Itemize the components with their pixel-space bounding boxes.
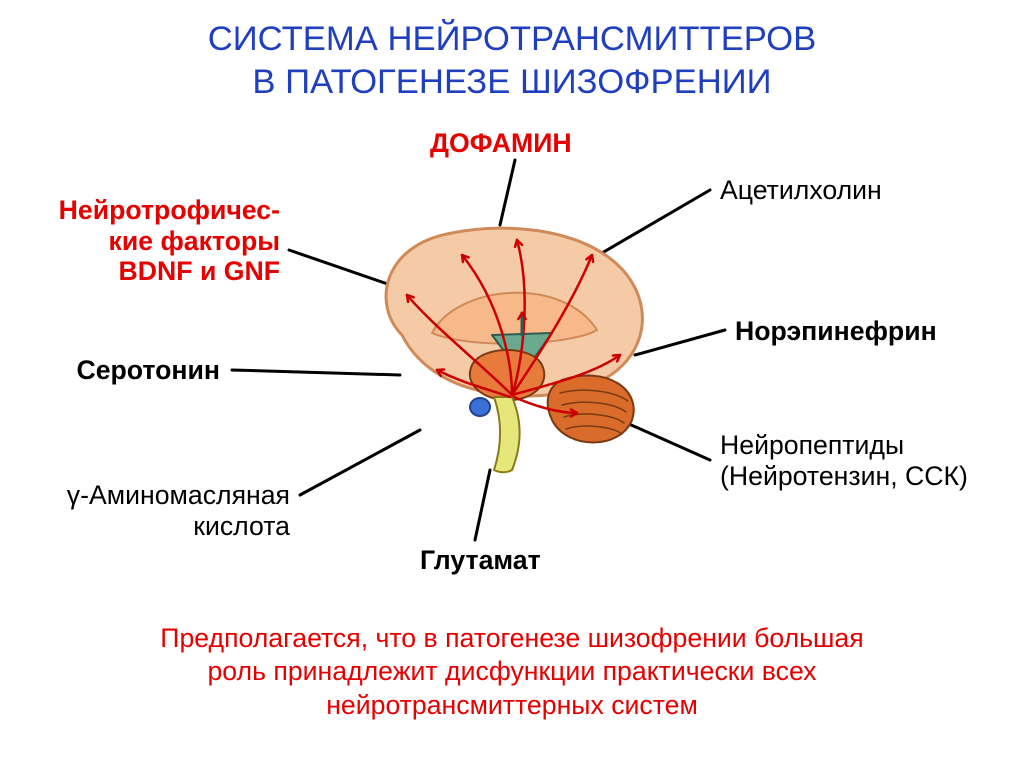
label-neuropeptides: Нейропептиды (Нейротензин, ССК) [720, 430, 968, 491]
label-gaba: γ-Аминомасляная кислота [67, 480, 290, 541]
label-acetylcholine: Ацетилхолин [720, 175, 882, 206]
label-serotonin: Серотонин [76, 355, 220, 386]
pointer-line-glutamate [475, 470, 490, 540]
brain-illustration [362, 215, 662, 475]
diagram-title: СИСТЕМА НЕЙРОТРАНСМИТТЕРОВ В ПАТОГЕНЕЗЕ … [0, 18, 1024, 105]
label-glutamate: Глутамат [420, 545, 541, 576]
label-dopamine: ДОФАМИН [430, 128, 572, 159]
brain-pituitary [470, 398, 490, 416]
footer-text: Предполагается, что в патогенезе шизофре… [0, 622, 1024, 722]
brain-brainstem [494, 397, 520, 472]
label-norepinephrine: Норэпинефрин [735, 316, 937, 347]
diagram-stage: СИСТЕМА НЕЙРОТРАНСМИТТЕРОВ В ПАТОГЕНЕЗЕ … [0, 0, 1024, 768]
label-neurotrophic: Нейротрофичес- кие факторы BDNF и GNF [59, 195, 280, 287]
